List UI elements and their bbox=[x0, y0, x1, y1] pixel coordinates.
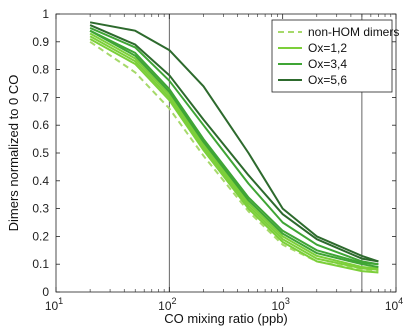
series-line-8 bbox=[89, 21, 379, 263]
y-tick-label: 0.4 bbox=[32, 174, 49, 188]
x-tick-label: 101 bbox=[45, 296, 63, 313]
x-tick-label-base: 10 bbox=[271, 299, 285, 313]
series-layer bbox=[89, 21, 379, 274]
series-line-3 bbox=[89, 32, 379, 270]
x-tick-label-exponent: 2 bbox=[172, 296, 177, 306]
x-tick-label-exponent: 1 bbox=[58, 296, 63, 306]
x-tick-label: 104 bbox=[385, 296, 403, 313]
y-tick-label: 0.6 bbox=[32, 118, 49, 132]
series-line-7 bbox=[89, 24, 379, 263]
x-tick-label-base: 10 bbox=[45, 299, 59, 313]
series-line-2 bbox=[89, 35, 379, 271]
x-tick-label: 103 bbox=[271, 296, 289, 313]
series-line-5 bbox=[89, 29, 379, 266]
y-tick-label: 0.2 bbox=[32, 229, 49, 243]
x-tick-label-base: 10 bbox=[385, 299, 399, 313]
legend: non-HOM dimers Ox=1,2 Ox=3,4 Ox=5,6 bbox=[271, 19, 399, 93]
y-tick-label: 0.1 bbox=[32, 257, 49, 271]
y-tick-label: 0.5 bbox=[32, 146, 49, 160]
y-tick-label: 1 bbox=[42, 7, 49, 21]
legend-label: non-HOM dimers bbox=[308, 25, 399, 39]
y-tick-label: 0.3 bbox=[32, 202, 49, 216]
legend-label: Ox=3,4 bbox=[308, 57, 347, 71]
series-line-4 bbox=[89, 29, 379, 268]
y-tick-label: 0.7 bbox=[32, 90, 49, 104]
y-tick-label: 0.8 bbox=[32, 63, 49, 77]
legend-label: Ox=1,2 bbox=[308, 41, 347, 55]
y-tick-label: 0.9 bbox=[32, 35, 49, 49]
x-tick-label-base: 10 bbox=[158, 299, 172, 313]
legend-label: Ox=5,6 bbox=[308, 73, 347, 87]
x-tick-label-exponent: 4 bbox=[398, 296, 403, 306]
x-tick-label-exponent: 3 bbox=[285, 296, 290, 306]
y-tick-label: 0 bbox=[42, 285, 49, 299]
series-line-6 bbox=[89, 26, 379, 266]
x-axis-label: CO mixing ratio (ppb) bbox=[164, 311, 288, 326]
y-axis-label: Dimers normalized to 0 CO bbox=[6, 75, 21, 232]
x-tick-label: 102 bbox=[158, 296, 176, 313]
series-line-1 bbox=[89, 38, 379, 274]
